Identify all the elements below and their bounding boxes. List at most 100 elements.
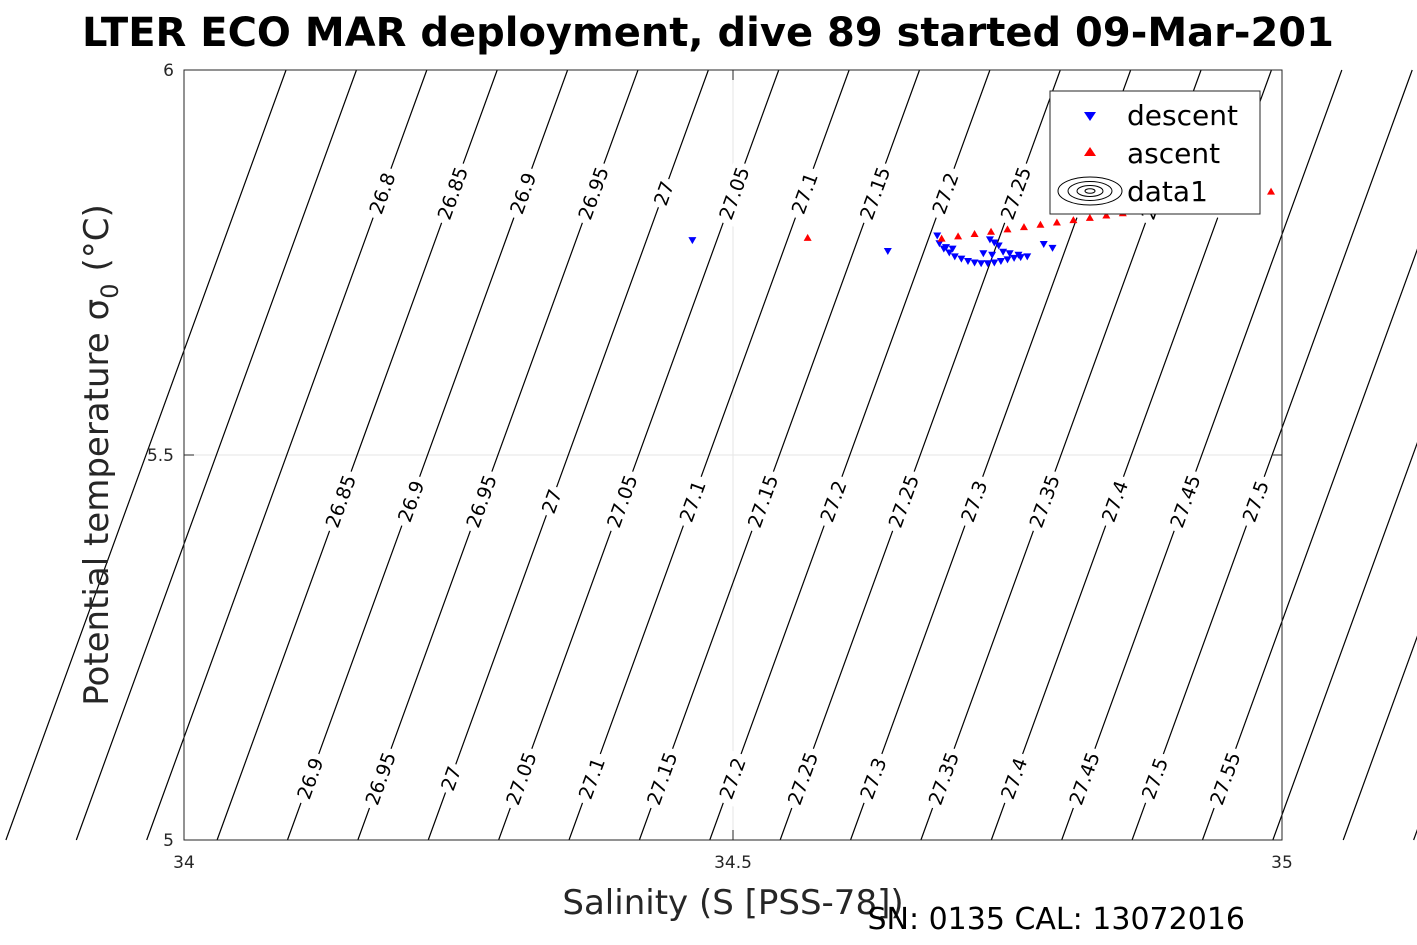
ascent-point bbox=[1036, 220, 1045, 228]
x-tick-label: 35 bbox=[1271, 853, 1293, 873]
isopycnal-label-bg bbox=[785, 165, 824, 222]
ascent-point bbox=[954, 232, 963, 240]
descent-point bbox=[948, 245, 957, 253]
descent-point bbox=[950, 253, 959, 261]
isopycnal-label-bg bbox=[1063, 745, 1106, 812]
ascent-point bbox=[803, 233, 812, 241]
isopycnal-label-bg bbox=[922, 745, 965, 812]
isopycnal-label-bg bbox=[781, 745, 824, 812]
isopycnal-label-bg bbox=[503, 165, 543, 222]
descent-point bbox=[935, 240, 944, 248]
isopycnal-line bbox=[75, 69, 358, 841]
legend-descent-label: descent bbox=[1127, 99, 1238, 132]
descent-point bbox=[996, 257, 1005, 265]
isopycnal-label-bg bbox=[813, 473, 853, 530]
legend-data1-label: data1 bbox=[1127, 175, 1208, 208]
isopycnal-line bbox=[1061, 69, 1343, 841]
descent-point bbox=[970, 259, 979, 267]
isopycnal-line bbox=[5, 69, 287, 841]
y-axis-label-text: Potential temperature σ0 (°C) bbox=[77, 204, 124, 706]
descent-point bbox=[988, 251, 997, 259]
isopycnal-label-bg bbox=[499, 745, 543, 812]
descent-point bbox=[977, 260, 986, 268]
ascent-point bbox=[987, 227, 996, 235]
legend-box bbox=[1049, 90, 1261, 215]
isopycnal-label-bg bbox=[853, 750, 893, 807]
isopycnal-label-bg bbox=[994, 159, 1037, 227]
descent-point bbox=[985, 236, 994, 244]
x-tick-label: 34.5 bbox=[714, 853, 752, 873]
isopycnal-label-bg bbox=[431, 159, 474, 227]
descent-point bbox=[1039, 241, 1048, 249]
descent-point bbox=[1014, 251, 1023, 259]
isopycnal-label-bg bbox=[1095, 473, 1134, 530]
descent-point bbox=[945, 249, 954, 257]
isopycnal-label-bg bbox=[460, 467, 503, 535]
isopycnal-label-bg bbox=[391, 473, 430, 530]
isopycnal-label-bg bbox=[600, 467, 643, 535]
y-tick-label: 5.5 bbox=[147, 446, 174, 466]
ascent-point bbox=[1019, 223, 1028, 231]
isopycnal-label-bg bbox=[673, 473, 712, 530]
isopycnal-label-bg bbox=[640, 745, 683, 812]
ascent-point bbox=[1085, 213, 1094, 221]
ascent-point bbox=[1003, 225, 1012, 233]
y-axis-label-unit: (°C) bbox=[77, 204, 117, 271]
legend-ascent-label: ascent bbox=[1127, 137, 1220, 170]
x-tick-label: 34 bbox=[173, 853, 195, 873]
x-axis-label: Salinity (S [PSS-78]) bbox=[562, 883, 903, 923]
descent-point bbox=[1023, 253, 1032, 261]
descent-point bbox=[883, 247, 892, 255]
legend-ascent-marker bbox=[1084, 147, 1096, 156]
serial-calibration-label: SN: 0135 CAL: 13072016 bbox=[867, 902, 1245, 937]
axis-ticks: 34 34.5 35 5 5.5 6 bbox=[147, 61, 1293, 873]
descent-point bbox=[1010, 254, 1019, 262]
descent-point bbox=[942, 244, 951, 252]
y-tick-label: 6 bbox=[163, 61, 174, 81]
isopycnal-label-bg bbox=[1236, 473, 1275, 530]
isopycnal-label-bg bbox=[536, 483, 567, 520]
legend: descent ascent data1 bbox=[1049, 90, 1261, 215]
y-axis-label-main: Potential temperature bbox=[77, 332, 117, 705]
isopycnal-line bbox=[1201, 248, 1417, 841]
descent-point bbox=[1005, 250, 1014, 258]
ascent-point bbox=[1052, 218, 1061, 226]
descent-point bbox=[963, 257, 972, 265]
descent-point bbox=[1003, 256, 1012, 264]
legend-descent-marker bbox=[1084, 112, 1096, 121]
isopycnal-label-bg bbox=[954, 473, 994, 530]
y-axis-label-subscript: 0 bbox=[96, 283, 124, 298]
isopycnal-label-bg bbox=[1023, 467, 1066, 535]
y-tick-label: 5 bbox=[163, 831, 174, 851]
ascent-point bbox=[1069, 216, 1078, 224]
isopycnal-label-bg bbox=[882, 467, 925, 535]
descent-point bbox=[990, 259, 999, 267]
descent-point bbox=[994, 242, 1003, 250]
ascent-point bbox=[1102, 211, 1111, 219]
legend-contour-icon bbox=[1057, 176, 1123, 206]
descent-point bbox=[688, 237, 697, 245]
isopycnal-label-bg bbox=[925, 165, 965, 222]
isopycnal-label-bg bbox=[362, 165, 402, 222]
isopycnal-label-bg bbox=[712, 159, 756, 227]
isopycnal-label-bg bbox=[994, 750, 1033, 807]
isopycnal-label-bg bbox=[741, 467, 784, 535]
isopycnal-label-bg bbox=[1203, 745, 1246, 812]
isopycnal-label-bg bbox=[435, 760, 467, 797]
descent-point bbox=[957, 255, 966, 263]
isopycnal-label-bg bbox=[712, 750, 752, 807]
isopycnal-label-bg bbox=[290, 750, 330, 807]
isopycnal-label-bg bbox=[1163, 467, 1207, 535]
descent-point bbox=[990, 239, 999, 247]
descent-point bbox=[983, 260, 992, 268]
ascent-point bbox=[1267, 187, 1276, 195]
y-axis-label-sigma: σ bbox=[77, 299, 117, 321]
ascent-point bbox=[937, 234, 946, 242]
isopycnal-label-bg bbox=[648, 175, 680, 212]
isopycnal-line bbox=[1342, 635, 1417, 841]
isopycnal-label-bg bbox=[359, 745, 402, 812]
isopycnal-label-bg bbox=[853, 159, 896, 227]
ascent-point bbox=[970, 230, 979, 238]
isopycnal-label-bg bbox=[1135, 750, 1174, 807]
